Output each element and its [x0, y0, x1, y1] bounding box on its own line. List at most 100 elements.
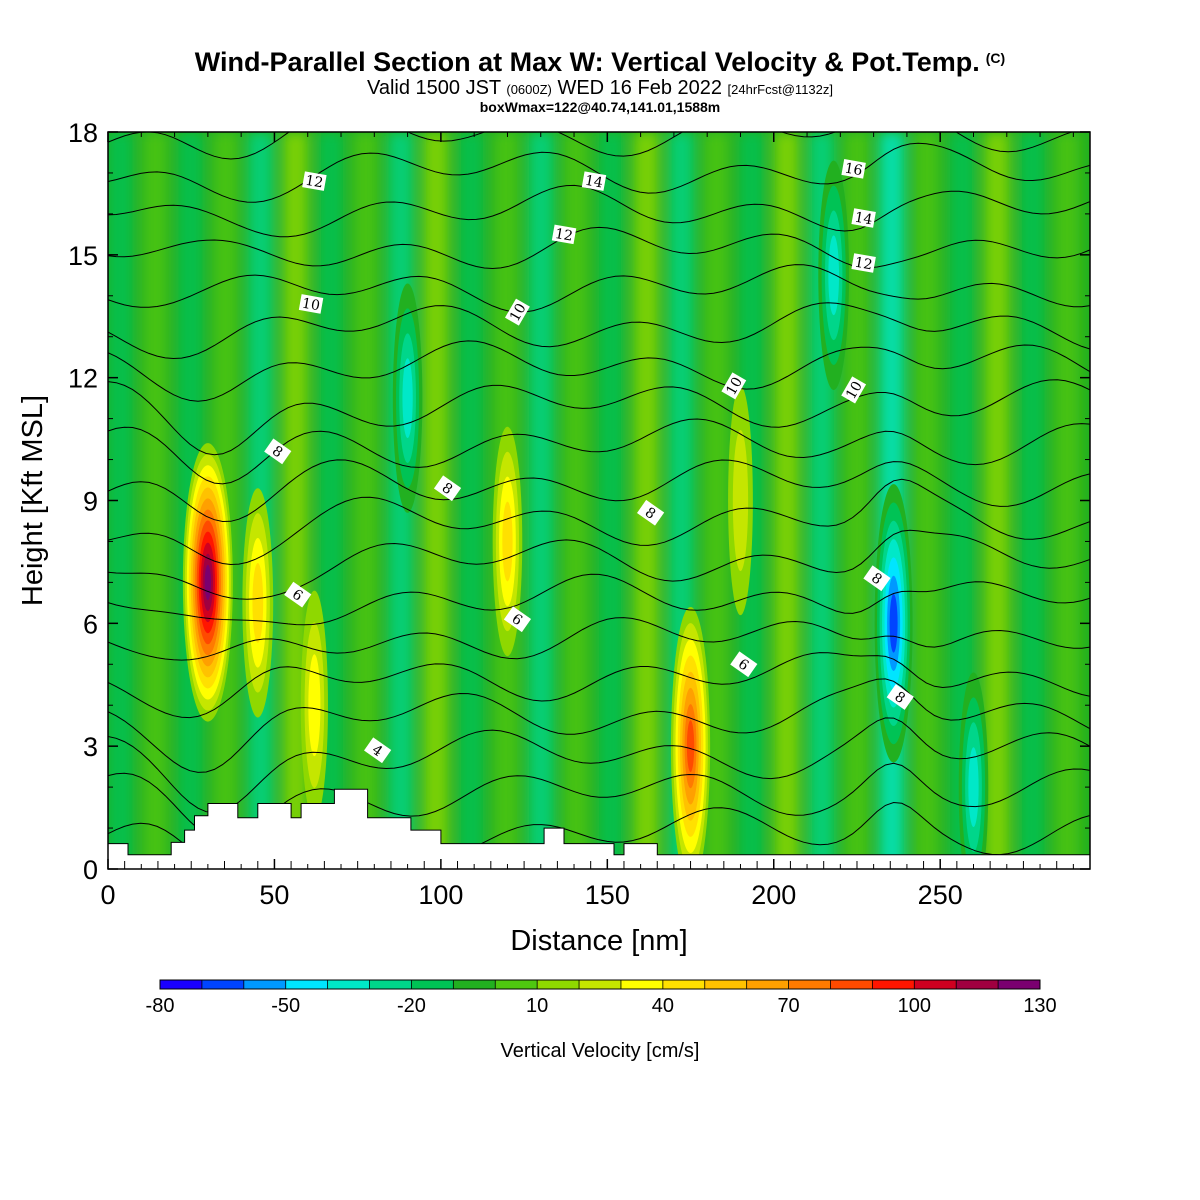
- colorbar-swatch: [285, 980, 329, 989]
- velocity-core: [242, 488, 274, 718]
- isentrope-label-bg: [863, 565, 891, 592]
- isentrope-label: 12: [302, 171, 327, 192]
- colorbar-label: Vertical Velocity [cm/s]: [501, 1040, 700, 1062]
- velocity-core: [818, 160, 850, 390]
- isentrope-label-text: 10: [723, 375, 746, 398]
- isentrope-line: [108, 573, 1090, 626]
- colorbar-swatch: [704, 980, 748, 989]
- isentrope-label: 6: [730, 651, 758, 678]
- chart-title: Wind-Parallel Section at Max W: Vertical…: [0, 42, 1200, 78]
- valid-prefix: Valid 1500 JST: [367, 77, 501, 99]
- isentrope-label: 6: [284, 581, 312, 608]
- isentrope-label-text: 10: [843, 379, 866, 402]
- colorbar-frame: [159, 979, 1041, 990]
- isentrope-label-text: 12: [554, 226, 574, 245]
- field-stripe: [528, 132, 554, 869]
- isentrope-label: 12: [851, 253, 876, 274]
- velocity-contour-fill: [686, 720, 695, 773]
- isentrope-label: 8: [636, 499, 665, 526]
- isentrope-label-bg: [730, 651, 758, 678]
- isentrope-line: [108, 678, 1090, 773]
- isentrope-label: 6: [503, 606, 532, 633]
- velocity-contour-fill: [402, 358, 413, 439]
- velocity-core: [874, 484, 913, 763]
- colorbar-swatch: [746, 980, 790, 989]
- isentrope-line: [108, 529, 1090, 600]
- colorbar-tick-label: 10: [526, 995, 548, 1017]
- colorbar-swatch: [830, 980, 873, 989]
- colorbar-swatch: [201, 980, 245, 989]
- isentrope-label-bg: [636, 499, 665, 526]
- colorbar-tick-label: 130: [1023, 995, 1056, 1017]
- isentrope-label-bg: [505, 298, 530, 326]
- isentrope-label-text: 12: [853, 255, 873, 274]
- velocity-core: [300, 590, 328, 820]
- isentrope-label-bg: [298, 294, 324, 314]
- colorbar-swatch: [914, 980, 957, 989]
- colorbar-swatch: [998, 980, 1041, 989]
- y-tick-label: 9: [83, 487, 98, 517]
- colorbar-swatch: [579, 980, 622, 989]
- colorbar-swatch: [160, 980, 203, 989]
- isentrope-label-bg: [851, 208, 876, 228]
- isentrope-label: 8: [433, 475, 462, 502]
- velocity-core: [182, 443, 233, 722]
- isentrope-label-text: 10: [301, 296, 321, 315]
- isentrope-label-text: 14: [853, 210, 873, 229]
- field-stripe: [774, 132, 799, 869]
- forecast-info: [24hrFcst@1132z]: [727, 82, 833, 97]
- colorbar-swatch: [453, 980, 496, 989]
- field-stripe: [984, 132, 1010, 869]
- velocity-contour-fill: [889, 594, 898, 653]
- field-stripe: [914, 132, 940, 869]
- isentrope-label-bg: [433, 475, 462, 502]
- colorbar-swatch: [620, 980, 664, 989]
- isentrope-label-bg: [364, 737, 392, 764]
- colorbar-tick-label: 40: [652, 995, 674, 1017]
- velocity-contour-fill: [732, 429, 749, 572]
- isentrope-label-bg: [721, 372, 747, 400]
- isentrope-label: 14: [851, 208, 876, 229]
- y-tick-label: 18: [68, 118, 98, 148]
- isentrope-label: 14: [581, 171, 607, 192]
- x-tick-label: 150: [585, 880, 630, 910]
- isentrope-label-bg: [841, 376, 867, 404]
- isentrope-label: 10: [505, 298, 530, 326]
- colorbar-tick-label: 100: [898, 995, 931, 1017]
- isentrope-label-bg: [841, 159, 866, 179]
- y-tick-label: 15: [68, 241, 98, 271]
- x-tick-label: 100: [418, 880, 463, 910]
- isentrope-label-bg: [284, 581, 312, 608]
- field-stripe: [1054, 132, 1080, 869]
- colorbar-swatch: [956, 980, 999, 989]
- velocity-core: [728, 385, 753, 616]
- x-tick-label: 50: [259, 880, 289, 910]
- colorbar-tick-label: -20: [397, 995, 426, 1017]
- isentrope-line: [108, 478, 1090, 566]
- colorbar-swatch: [369, 980, 412, 989]
- field-stripe: [458, 132, 484, 869]
- isentrope-label: 10: [841, 376, 867, 404]
- isentrope-label: 8: [863, 565, 891, 592]
- isentrope-label: 16: [841, 159, 866, 179]
- x-tick-label: 200: [751, 880, 796, 910]
- isentrope-label-bg: [551, 224, 577, 245]
- x-tick-label: 0: [100, 880, 115, 910]
- velocity-contour-fill: [308, 654, 321, 757]
- velocity-core: [392, 283, 423, 513]
- isentrope-label-text: 16: [843, 160, 863, 179]
- terrain: [108, 788, 1090, 869]
- y-tick-label: 6: [83, 609, 98, 639]
- box-info: boxWmax=122@40.74,141.01,1588m: [479, 99, 721, 115]
- valid-date: WED 16 Feb 2022: [557, 77, 722, 99]
- colorbar-swatch: [662, 980, 706, 989]
- y-tick-label: 0: [83, 855, 98, 885]
- isentrope-label-bg: [503, 606, 532, 633]
- isentrope-line: [108, 132, 1074, 160]
- isentrope-label-bg: [581, 171, 607, 191]
- velocity-contour-fill: [502, 501, 513, 582]
- isentrope-label-text: 14: [584, 173, 604, 192]
- colorbar-swatch: [243, 980, 287, 989]
- x-tick-label: 250: [918, 880, 963, 910]
